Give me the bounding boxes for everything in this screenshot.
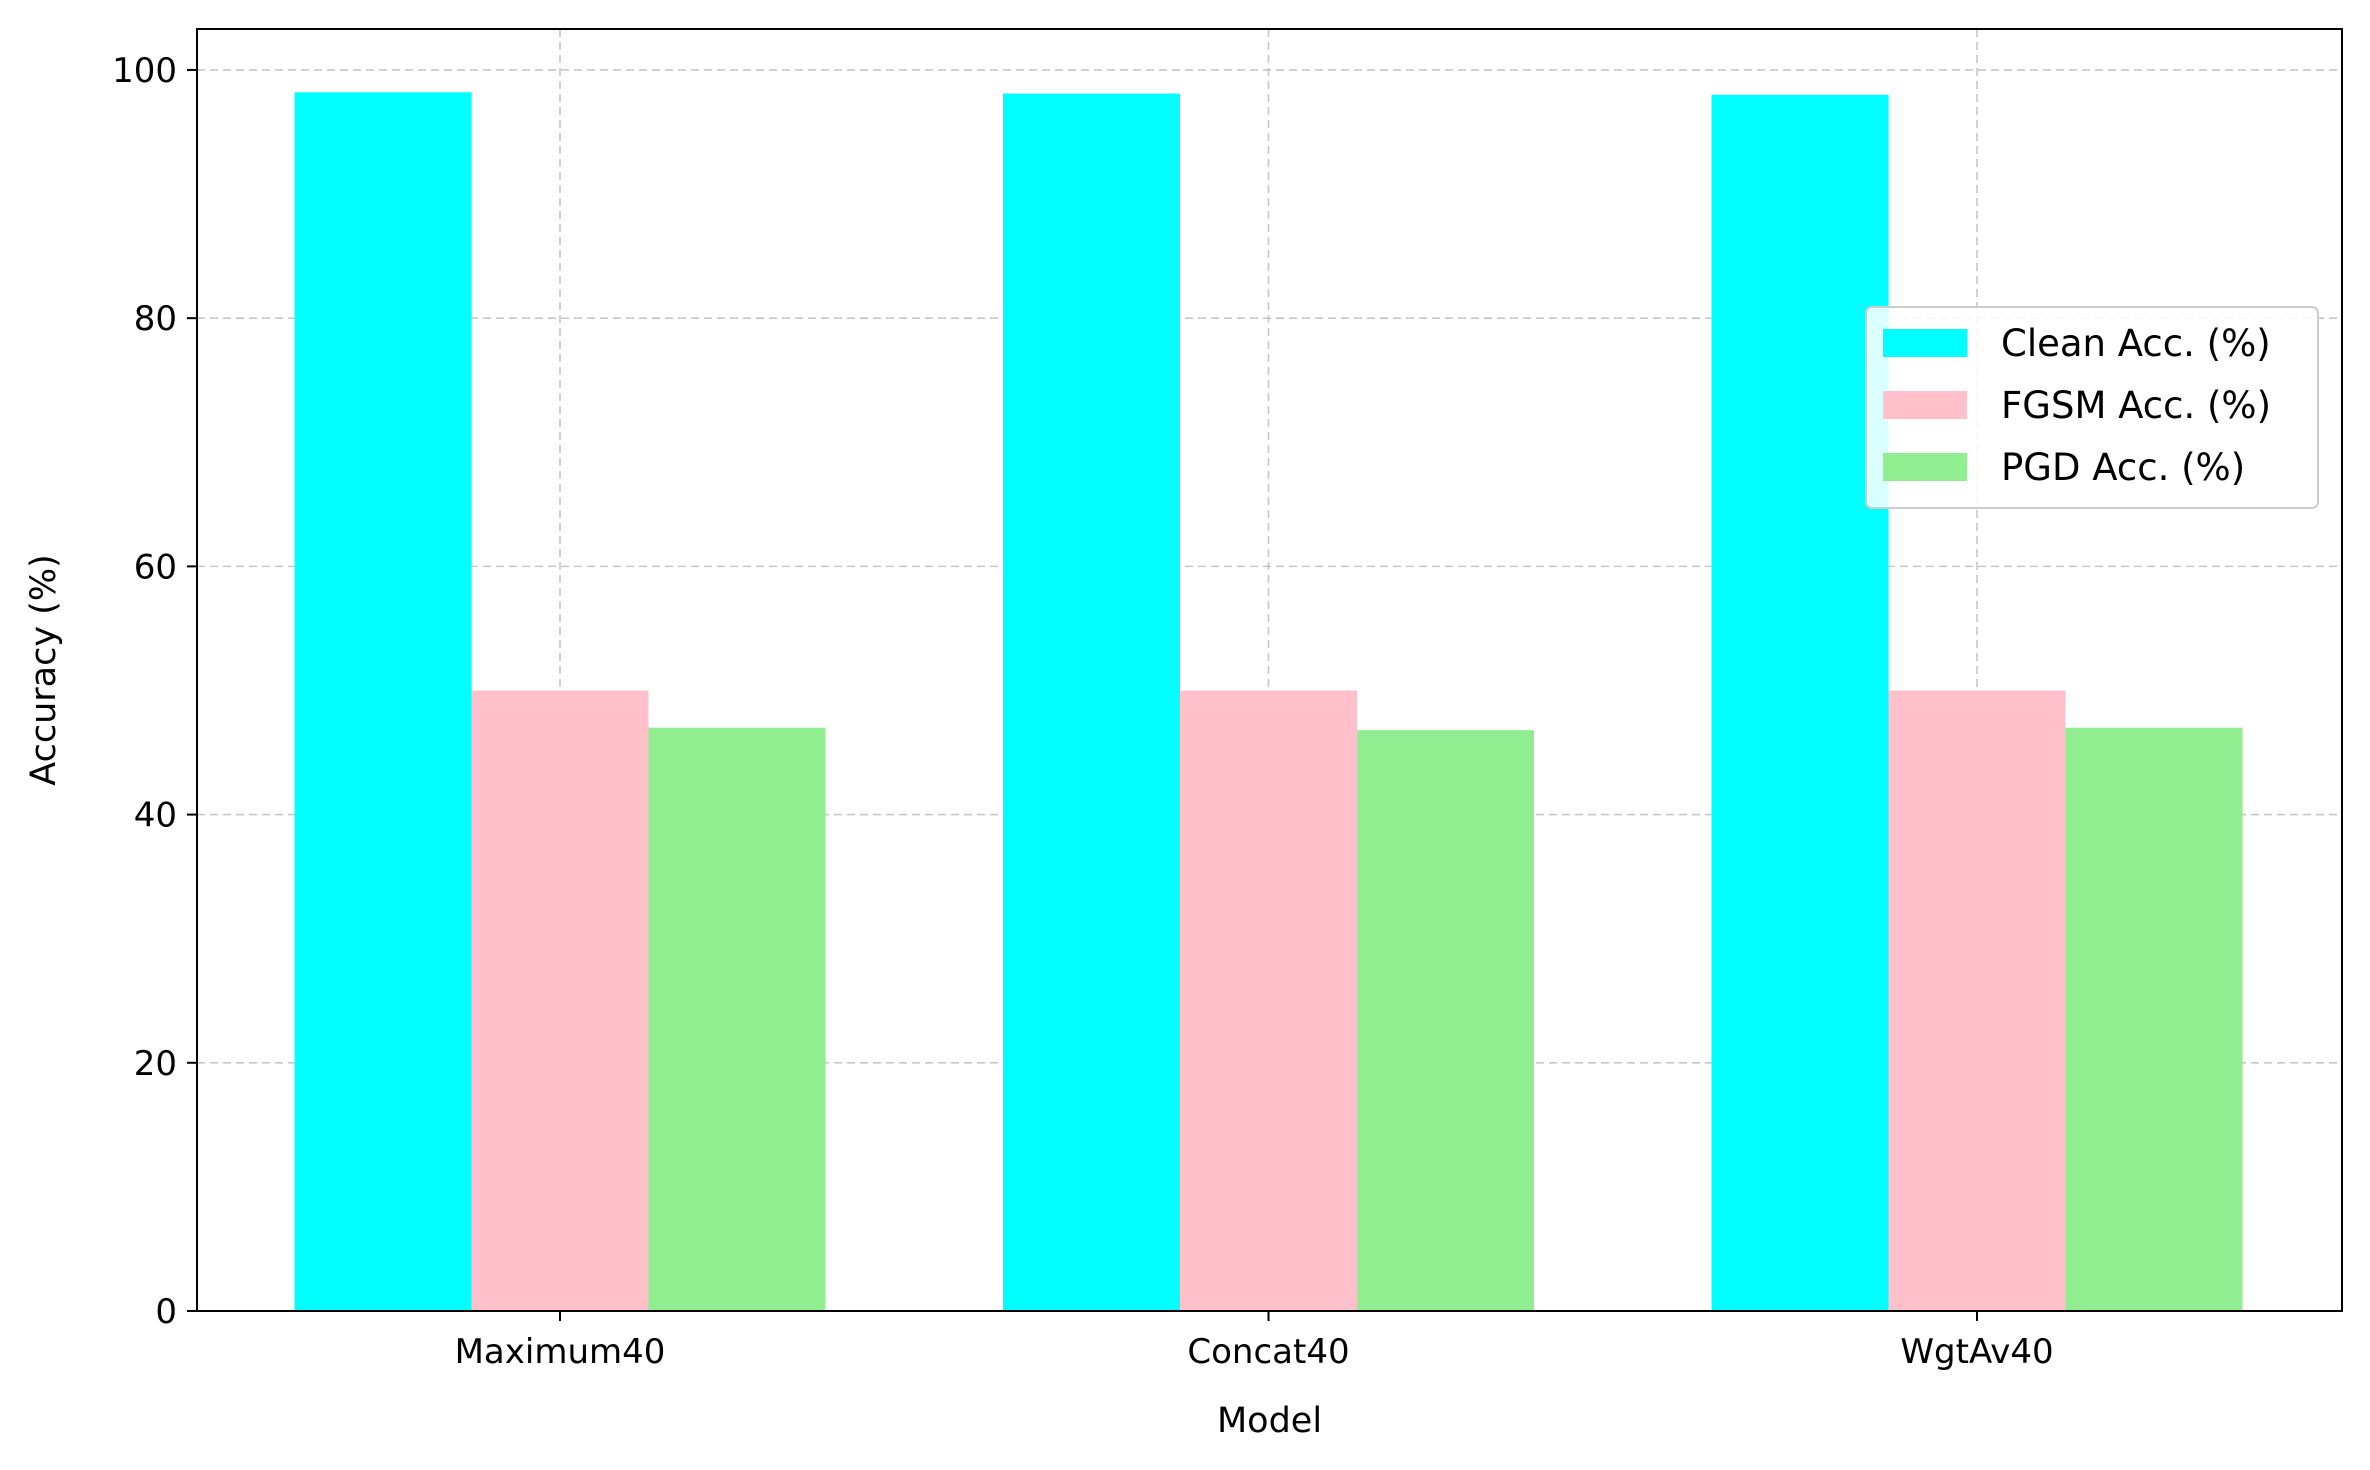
- bar: [1888, 690, 2066, 1311]
- legend-label: PGD Acc. (%): [2001, 446, 2245, 489]
- y-tick-label: 0: [155, 1292, 177, 1332]
- bar: [294, 92, 472, 1311]
- y-tick-label: 60: [134, 547, 177, 587]
- x-tick-label: Maximum40: [455, 1332, 666, 1372]
- x-tick-label: WgtAv40: [1900, 1332, 2053, 1372]
- y-tick-label: 100: [112, 51, 177, 91]
- legend-swatch: [1883, 329, 1967, 357]
- legend-box: [1865, 306, 2319, 509]
- y-tick-label: 20: [134, 1044, 177, 1084]
- x-axis: Maximum40 Concat40 WgtAv40: [455, 1311, 2054, 1372]
- legend-label: Clean Acc. (%): [2001, 322, 2271, 365]
- bar: [1003, 93, 1180, 1311]
- bar: [1711, 94, 1889, 1312]
- legend-label: FGSM Acc. (%): [2001, 384, 2271, 427]
- y-axis-label: Accuracy (%): [24, 554, 64, 785]
- bar: [1180, 690, 1357, 1311]
- bars: [294, 92, 2243, 1312]
- legend-swatch: [1883, 453, 1967, 481]
- y-axis: 0 20 40 60 80 100: [112, 51, 197, 1332]
- y-tick-label: 80: [134, 299, 177, 339]
- y-tick-label: 40: [134, 796, 177, 836]
- legend-swatch: [1883, 391, 1967, 419]
- legend: Clean Acc. (%) FGSM Acc. (%) PGD Acc. (%): [1865, 306, 2319, 509]
- bar: [471, 690, 649, 1311]
- bar: [1357, 730, 1534, 1311]
- bar: [648, 727, 826, 1311]
- x-axis-label: Model: [1217, 1401, 1322, 1441]
- x-tick-label: Concat40: [1187, 1332, 1349, 1372]
- bar: [2065, 727, 2243, 1311]
